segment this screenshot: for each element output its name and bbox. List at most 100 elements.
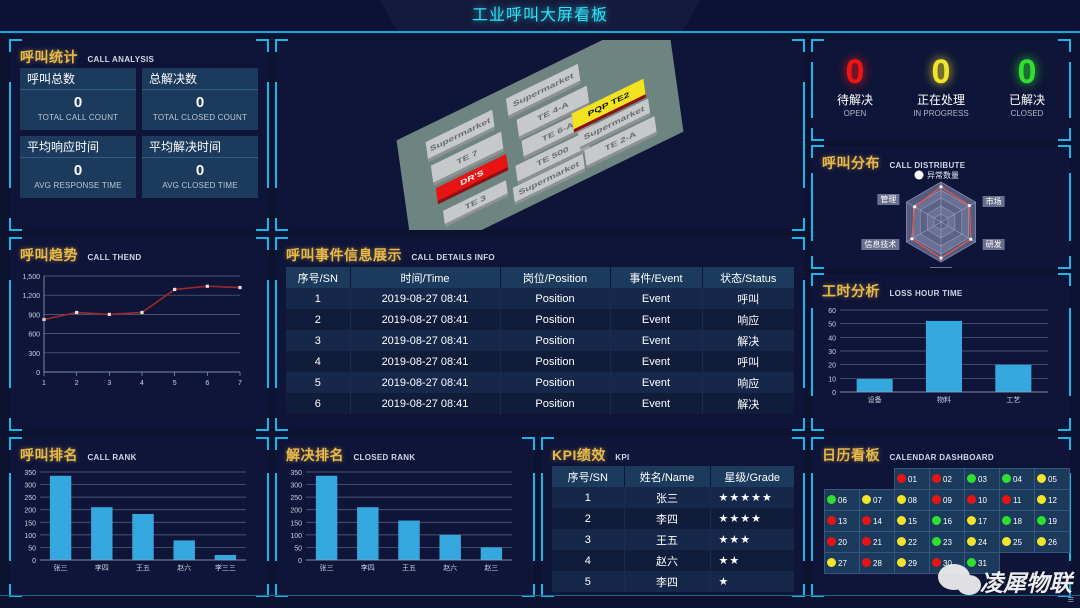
svg-text:市场: 市场 xyxy=(986,196,1002,206)
status-dot-yellow-icon xyxy=(897,495,906,504)
calendar-day-cell[interactable]: 21 xyxy=(859,531,895,553)
table-cell: Position xyxy=(500,393,611,414)
calendar-day-cell[interactable]: 18 xyxy=(999,510,1035,532)
calendar-day-number: 11 xyxy=(1013,496,1022,505)
status-dot-yellow-icon xyxy=(1037,474,1046,483)
calendar-day-cell[interactable]: 27 xyxy=(824,552,860,574)
stat-card-grid: 呼叫总数 0 TOTAL CALL COUNT 总解决数 0 TOTAL CLOSED C… xyxy=(20,68,258,198)
svg-text:张三: 张三 xyxy=(54,563,68,572)
calendar-day-cell[interactable]: 01 xyxy=(894,468,930,490)
svg-text:100: 100 xyxy=(290,533,302,540)
kpi-label-en: OPEN xyxy=(843,109,867,118)
panel-title-en: CALL DISTRIBUTE xyxy=(889,161,966,170)
calendar-day-cell[interactable]: 05 xyxy=(1034,468,1070,490)
bar-chart-call-rank: 0 50 100 150 200 250 300 350 张三 李四 王五 赵六 李三三 xyxy=(24,470,246,572)
status-dot-green-icon xyxy=(1037,516,1046,525)
table-row[interactable]: 2 2019-08-27 08:41 Position Event 响应 xyxy=(286,309,794,330)
stat-card-value: 0 xyxy=(73,94,83,111)
panel-title-cn: 工时分析 xyxy=(822,283,880,299)
panel-title-en: LOSS HOUR TIME xyxy=(889,289,963,298)
svg-text:50: 50 xyxy=(294,545,302,552)
kpi-grade-table[interactable]: 序号/SN 姓名/Name 星级/Grade 1 张三 ★★★★★ 2 李四 ★★★★ 3 王五 ★★… xyxy=(552,466,794,592)
table-cell: 王五 xyxy=(624,529,711,550)
calendar-day-cell[interactable]: 17 xyxy=(964,510,1000,532)
calendar-day-cell[interactable]: 04 xyxy=(999,468,1035,490)
calendar-day-number: 04 xyxy=(1013,475,1022,484)
table-row[interactable]: 6 2019-08-27 08:41 Position Event 解决 xyxy=(286,393,794,414)
table-row[interactable]: 4 2019-08-27 08:41 Position Event 呼叫 xyxy=(286,351,794,372)
calendar-empty-cell xyxy=(1000,553,1035,574)
svg-text:300: 300 xyxy=(24,483,36,490)
factory-block xyxy=(512,153,585,203)
stat-card-label-en: TOTAL CALL COUNT xyxy=(37,113,119,122)
calendar-day-number: 09 xyxy=(943,496,952,505)
calendar-day-cell[interactable]: 30 xyxy=(929,552,965,574)
calendar-day-cell[interactable]: 02 xyxy=(929,468,965,490)
calendar-day-cell[interactable]: 15 xyxy=(894,510,930,532)
table-row[interactable]: 3 2019-08-27 08:41 Position Event 解决 xyxy=(286,330,794,351)
calendar-day-number: 12 xyxy=(1048,496,1057,505)
calendar-day-cell[interactable]: 12 xyxy=(1034,489,1070,511)
calendar-day-cell[interactable]: 26 xyxy=(1034,531,1070,553)
stat-card: 平均响应时间 0 AVG RESPONSE TIME xyxy=(20,136,136,198)
calendar-day-cell[interactable]: 19 xyxy=(1034,510,1070,532)
kpi-label-cn: 待解决 xyxy=(836,93,873,107)
table-cell: 1 xyxy=(552,487,625,508)
calendar-day-cell[interactable]: 28 xyxy=(859,552,895,574)
calendar-day-cell[interactable]: 03 xyxy=(964,468,1000,490)
table-cell: 解决 xyxy=(702,393,794,414)
calendar-day-cell[interactable]: 13 xyxy=(824,510,860,532)
calendar-day-cell[interactable]: 06 xyxy=(824,489,860,511)
svg-text:王五: 王五 xyxy=(136,564,150,572)
calendar-day-cell[interactable]: 07 xyxy=(859,489,895,511)
panel-title-en: CALL RANK xyxy=(87,453,137,462)
table-row[interactable]: 2 李四 ★★★★ xyxy=(552,508,794,529)
calendar-day-cell[interactable]: 20 xyxy=(824,531,860,553)
svg-text:工艺: 工艺 xyxy=(1006,396,1020,404)
table-cell: ★★★ xyxy=(710,529,794,550)
svg-text:4: 4 xyxy=(140,380,144,387)
page-title: 工业呼叫大屏看板 xyxy=(471,7,608,24)
calendar-day-cell[interactable]: 16 xyxy=(929,510,965,532)
factory-block xyxy=(425,109,495,159)
calendar-day-cell[interactable]: 24 xyxy=(964,531,1000,553)
table-cell: 2019-08-27 08:41 xyxy=(350,372,501,393)
kpi-counter-row: 0 待解决 OPEN 0 正在处理 IN PROGRESS 0 已解决 CLOSED xyxy=(812,54,1070,118)
table-row[interactable]: 1 2019-08-27 08:41 Position Event 呼叫 xyxy=(286,288,794,309)
table-row[interactable]: 5 李四 ★ xyxy=(552,571,794,592)
calendar-day-cell[interactable]: 11 xyxy=(999,489,1035,511)
table-row[interactable]: 5 2019-08-27 08:41 Position Event 响应 xyxy=(286,372,794,393)
call-details-table[interactable]: 序号/SN 时间/Time 岗位/Position 事件/Event 状态/Status… xyxy=(286,267,794,414)
calendar-day-cell[interactable]: 31 xyxy=(964,552,1000,574)
calendar-day-cell[interactable]: 22 xyxy=(894,531,930,553)
calendar-day-cell[interactable]: 23 xyxy=(929,531,965,553)
kpi-value: 0 xyxy=(931,53,951,91)
table-row[interactable]: 1 张三 ★★★★★ xyxy=(552,487,794,508)
panel-calendar: 日历看板 CALENDAR DASHBOARD 01 02 03 04 05 06 07 08… xyxy=(811,437,1071,597)
calendar-day-cell[interactable]: 29 xyxy=(894,552,930,574)
header-bar: 工业呼叫大屏看板 xyxy=(0,0,1080,34)
table-cell: 4 xyxy=(286,351,351,372)
table-cell: Event xyxy=(610,372,703,393)
svg-text:350: 350 xyxy=(24,470,36,477)
table-row[interactable]: 3 王五 ★★★ xyxy=(552,529,794,550)
calendar-day-cell[interactable]: 25 xyxy=(999,531,1035,553)
factory-block xyxy=(442,180,508,224)
table-cell: ★★ xyxy=(710,550,794,571)
status-dot-red-icon xyxy=(862,516,871,525)
calendar-empty-cell xyxy=(1035,553,1070,574)
calendar-day-cell[interactable]: 09 xyxy=(929,489,965,511)
calendar-day-cell[interactable]: 10 xyxy=(964,489,1000,511)
panel-title-en: KPI xyxy=(615,453,630,462)
calendar-grid[interactable]: 01 02 03 04 05 06 07 08 09 10 11 12 13 14 15 16 17 18 19 20… xyxy=(824,468,1070,574)
calendar-day-cell[interactable]: 14 xyxy=(859,510,895,532)
table-cell: 呼叫 xyxy=(702,351,794,372)
table-cell: 4 xyxy=(552,550,625,571)
panel-call-trend: 呼叫趋势 CALL THEND 0 300 600 900 1,200 1,500 1 2 3 4… xyxy=(9,237,269,431)
calendar-day-cell[interactable]: 08 xyxy=(894,489,930,511)
table-row[interactable]: 4 赵六 ★★ xyxy=(552,550,794,571)
calendar-day-number: 03 xyxy=(978,475,987,484)
table-cell: 2019-08-27 08:41 xyxy=(350,309,501,330)
calendar-day-number: 02 xyxy=(943,475,952,484)
